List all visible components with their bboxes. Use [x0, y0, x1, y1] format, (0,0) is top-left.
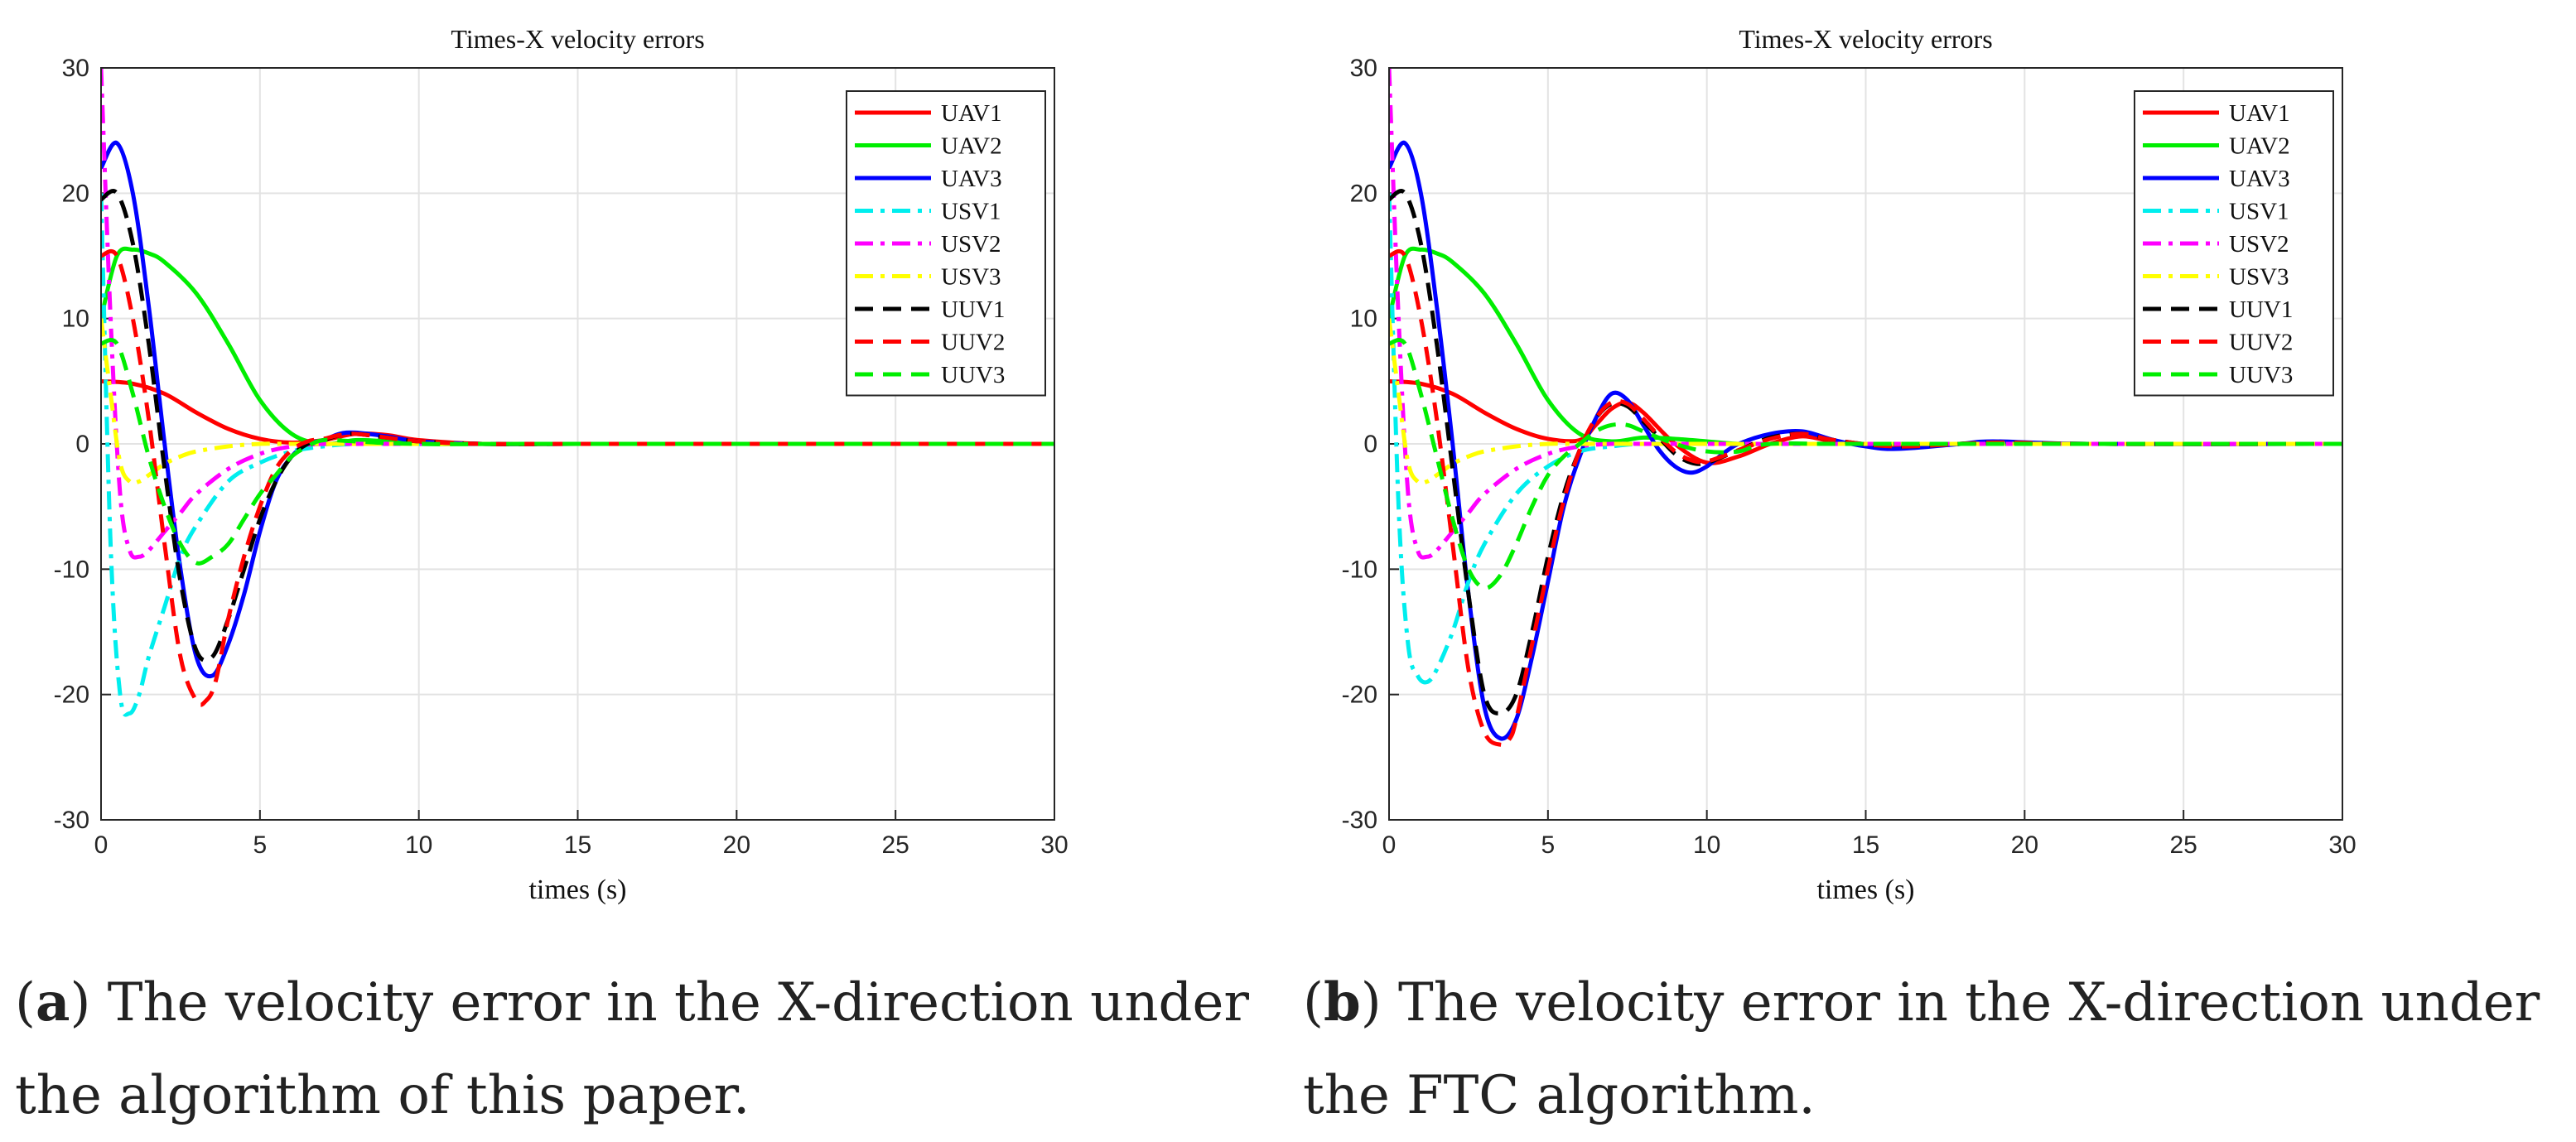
series-group — [1389, 68, 2342, 747]
legend-box — [846, 90, 1046, 397]
x-tick-label: 10 — [1693, 831, 1720, 859]
x-tick-label: 25 — [2169, 831, 2197, 859]
y-tick-label: 20 — [1350, 180, 1377, 207]
y-tick-label: 10 — [62, 306, 89, 333]
x-tick-label: 5 — [253, 831, 267, 859]
caption-b-text: The velocity error in the X-direction un… — [1303, 972, 2540, 1126]
x-tick-label: 30 — [2328, 831, 2356, 859]
legend-label-uav2: UAV2 — [941, 133, 1002, 160]
y-tick-label: 20 — [62, 180, 89, 207]
panel-b: 0 5 10 15 20 25 30 30 20 10 0 -10 -20 -30 Times-X velo… — [1288, 0, 2576, 1133]
x-tick-label: 15 — [564, 831, 591, 859]
caption-a-text: The velocity error in the X-direction un… — [15, 972, 1249, 1126]
caption-b-letter: b — [1323, 971, 1361, 1034]
y-tick-label: -30 — [1342, 807, 1377, 834]
plot-frame — [1388, 67, 2343, 821]
legend-label-uuv2: UUV2 — [2229, 330, 2293, 356]
velocity-chart-b: 0 5 10 15 20 25 30 30 20 10 0 -10 -20 -30 Times-X velo… — [1342, 24, 2357, 905]
legend-label-usv2: USV2 — [2229, 231, 2289, 258]
x-axis-label: times (s) — [1816, 875, 1914, 905]
chart-title: Times-X velocity errors — [451, 24, 704, 54]
x-tick-label: 5 — [1541, 831, 1555, 859]
series-line-uuv3 — [101, 338, 1054, 566]
velocity-chart-a: 0 5 10 15 20 25 30 30 20 10 0 -10 -20 -30 Times-X velo… — [54, 24, 1069, 905]
legend-label-uuv3: UUV3 — [2229, 362, 2293, 388]
x-tick-label: 0 — [94, 831, 109, 859]
y-tick-label: 30 — [62, 55, 89, 82]
legend-label-uuv1: UUV1 — [941, 296, 1005, 323]
caption-a-letter: a — [35, 971, 70, 1034]
x-tick-label: 15 — [1852, 831, 1879, 859]
legend-box — [2134, 90, 2334, 397]
chart-title: Times-X velocity errors — [1739, 24, 1992, 54]
plot-frame — [100, 67, 1055, 821]
x-tick-label: 25 — [881, 831, 909, 859]
x-axis-label: times (s) — [528, 875, 626, 905]
series-line-uuv3 — [1389, 338, 2342, 590]
x-tick-label: 10 — [405, 831, 432, 859]
y-tick-label: 10 — [1350, 306, 1377, 333]
x-tick-label: 20 — [723, 831, 750, 859]
legend-label-uuv2: UUV2 — [941, 330, 1005, 356]
y-tick-label: 0 — [1363, 431, 1377, 458]
legend-label-usv1: USV1 — [2229, 199, 2289, 225]
series-line-uuv2 — [1389, 248, 2342, 747]
legend-label-uav3: UAV3 — [2229, 166, 2290, 192]
legend-label-uav3: UAV3 — [941, 166, 1002, 192]
y-tick-label: 0 — [75, 431, 89, 458]
y-tick-label: -10 — [54, 556, 89, 583]
y-tick-label: 30 — [1350, 55, 1377, 82]
legend-label-uav2: UAV2 — [2229, 133, 2290, 160]
y-tick-label: -20 — [1342, 682, 1377, 709]
caption-a: (a) The velocity error in the X-directio… — [15, 971, 1249, 1126]
x-tick-label: 20 — [2011, 831, 2038, 859]
legend-label-uav1: UAV1 — [941, 100, 1002, 127]
y-tick-label: -30 — [54, 807, 89, 834]
x-tick-label: 30 — [1040, 831, 1068, 859]
series-line-usv1 — [101, 193, 1054, 717]
legend-label-uav1: UAV1 — [2229, 100, 2290, 127]
y-tick-label: -10 — [1342, 556, 1377, 583]
panel-a: 0 5 10 15 20 25 30 30 20 10 0 -10 -20 -30 Times-X velo… — [0, 0, 1288, 1133]
legend-label-usv3: USV3 — [2229, 264, 2289, 291]
series-group — [101, 68, 1054, 717]
legend-label-usv2: USV2 — [941, 231, 1001, 258]
x-tick-label: 0 — [1382, 831, 1397, 859]
legend-label-uuv3: UUV3 — [941, 362, 1005, 388]
legend-label-usv1: USV1 — [941, 199, 1001, 225]
caption-b: (b) The velocity error in the X-directio… — [1303, 971, 2540, 1126]
y-tick-label: -20 — [54, 682, 89, 709]
legend-label-usv3: USV3 — [941, 264, 1001, 291]
legend-label-uuv1: UUV1 — [2229, 296, 2293, 323]
series-line-usv3 — [1389, 318, 2342, 485]
